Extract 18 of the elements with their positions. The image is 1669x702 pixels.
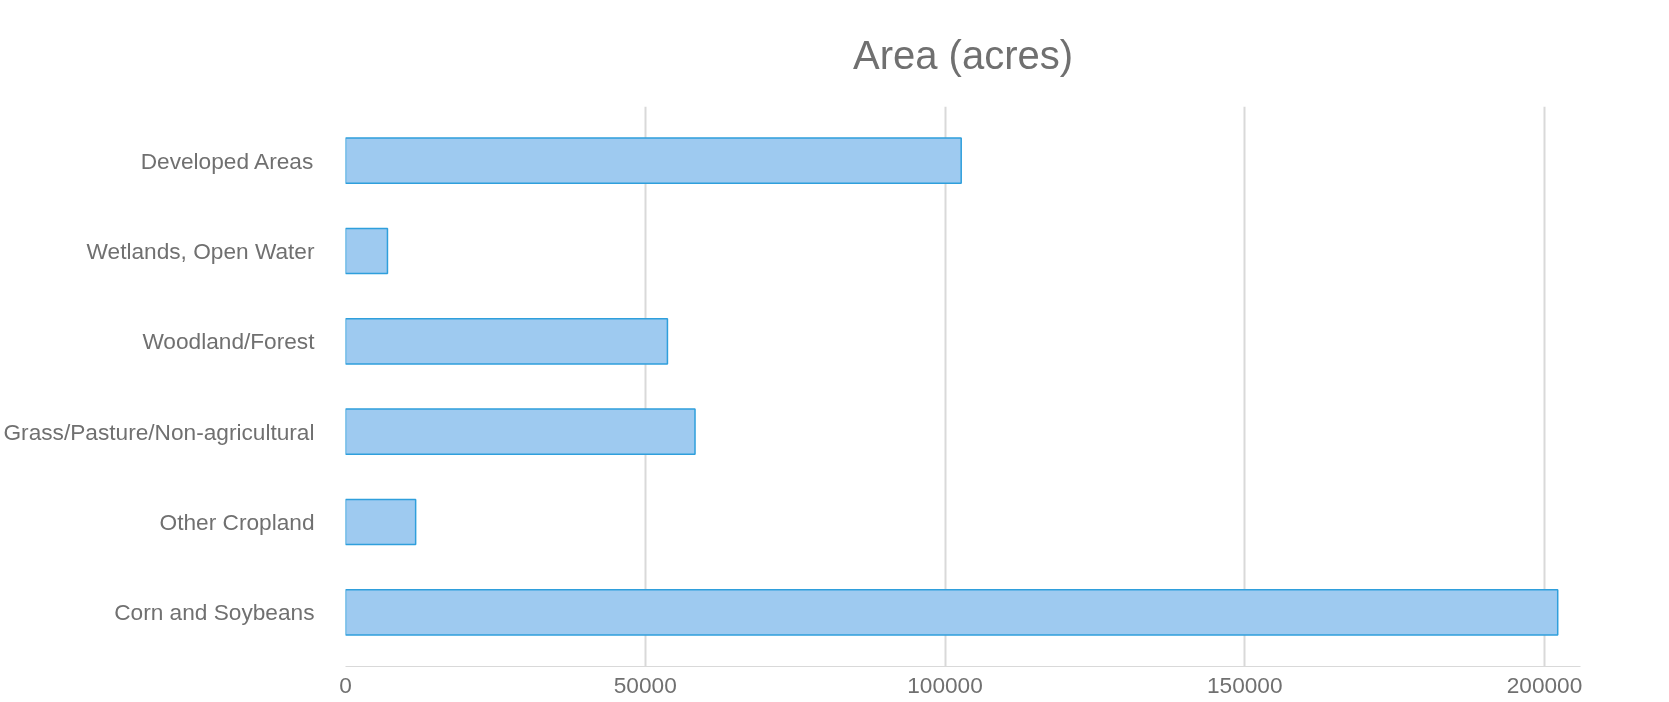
- bar: [345, 227, 389, 275]
- y-tick-label: Woodland/Forest: [142, 328, 316, 355]
- y-tick-label: Wetlands, Open Water: [86, 238, 315, 265]
- x-tick-label: 200000: [1506, 671, 1583, 698]
- y-tick-label: Developed Areas: [140, 147, 314, 174]
- bar: [345, 408, 696, 455]
- y-tick-label: Other Cropland: [159, 508, 315, 535]
- x-tick-label: 0: [339, 671, 352, 698]
- x-tick-label: 100000: [907, 671, 983, 698]
- bar: [345, 318, 669, 365]
- x-tick-label: 150000: [1206, 671, 1283, 698]
- y-tick-label: Corn and Soybeans: [114, 599, 315, 626]
- bar: [345, 588, 1559, 636]
- chart-title: Area (acres): [852, 32, 1074, 77]
- bar: [345, 498, 417, 546]
- x-tick-label: 50000: [613, 671, 677, 698]
- y-tick-label: Grass/Pasture/Non-agricultural: [3, 418, 315, 445]
- bar: [345, 137, 962, 185]
